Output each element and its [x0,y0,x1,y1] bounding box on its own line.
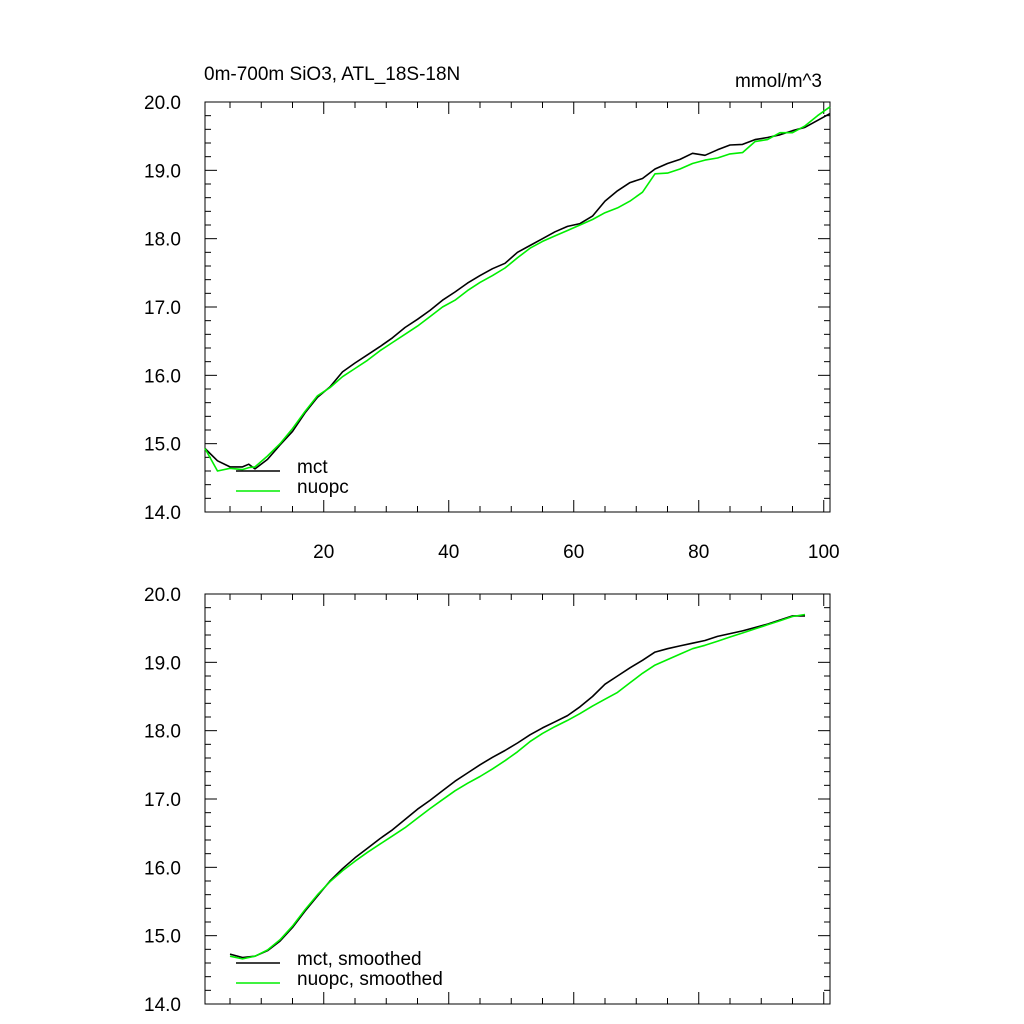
x-tick-label: 100 [808,542,840,563]
units-label: mmol/m^3 [735,71,822,92]
legend-label: nuopc, smoothed [297,969,443,990]
y-tick-label: 16.0 [144,858,181,879]
x-tick-label: 40 [438,542,459,563]
y-tick-label: 16.0 [144,366,181,387]
y-tick-label: 20.0 [144,585,181,606]
series-line-nuopc [204,106,831,472]
y-tick-label: 14.0 [144,995,181,1016]
legend-label: mct [297,457,328,478]
y-tick-label: 15.0 [144,927,181,948]
y-tick-label: 19.0 [144,161,181,182]
x-tick-label: 20 [313,542,334,563]
y-tick-label: 18.0 [144,230,181,251]
legend-label: nuopc [297,477,349,498]
series-line-nuopc-smoothed [229,613,806,960]
series-line-mct [204,112,831,470]
x-tick-label: 80 [688,542,709,563]
legend-label: mct, smoothed [297,949,422,970]
y-tick-label: 19.0 [144,653,181,674]
top-panel: 14.0 15.0 16.0 17.0 18.0 19.0 20.0 20 40 60 80 100 m… [144,93,840,563]
x-tick-label: 60 [563,542,584,563]
y-tick-label: 20.0 [144,93,181,114]
y-tick-label: 18.0 [144,722,181,743]
bottom-panel: 14.0 15.0 16.0 17.0 18.0 19.0 20.0 mct, smoothe… [144,585,831,1016]
y-tick-label: 17.0 [144,790,181,811]
y-tick-label: 15.0 [144,435,181,456]
y-tick-label: 17.0 [144,298,181,319]
chart-title: 0m-700m SiO3, ATL_18S-18N [204,64,460,85]
y-tick-label: 14.0 [144,503,181,524]
